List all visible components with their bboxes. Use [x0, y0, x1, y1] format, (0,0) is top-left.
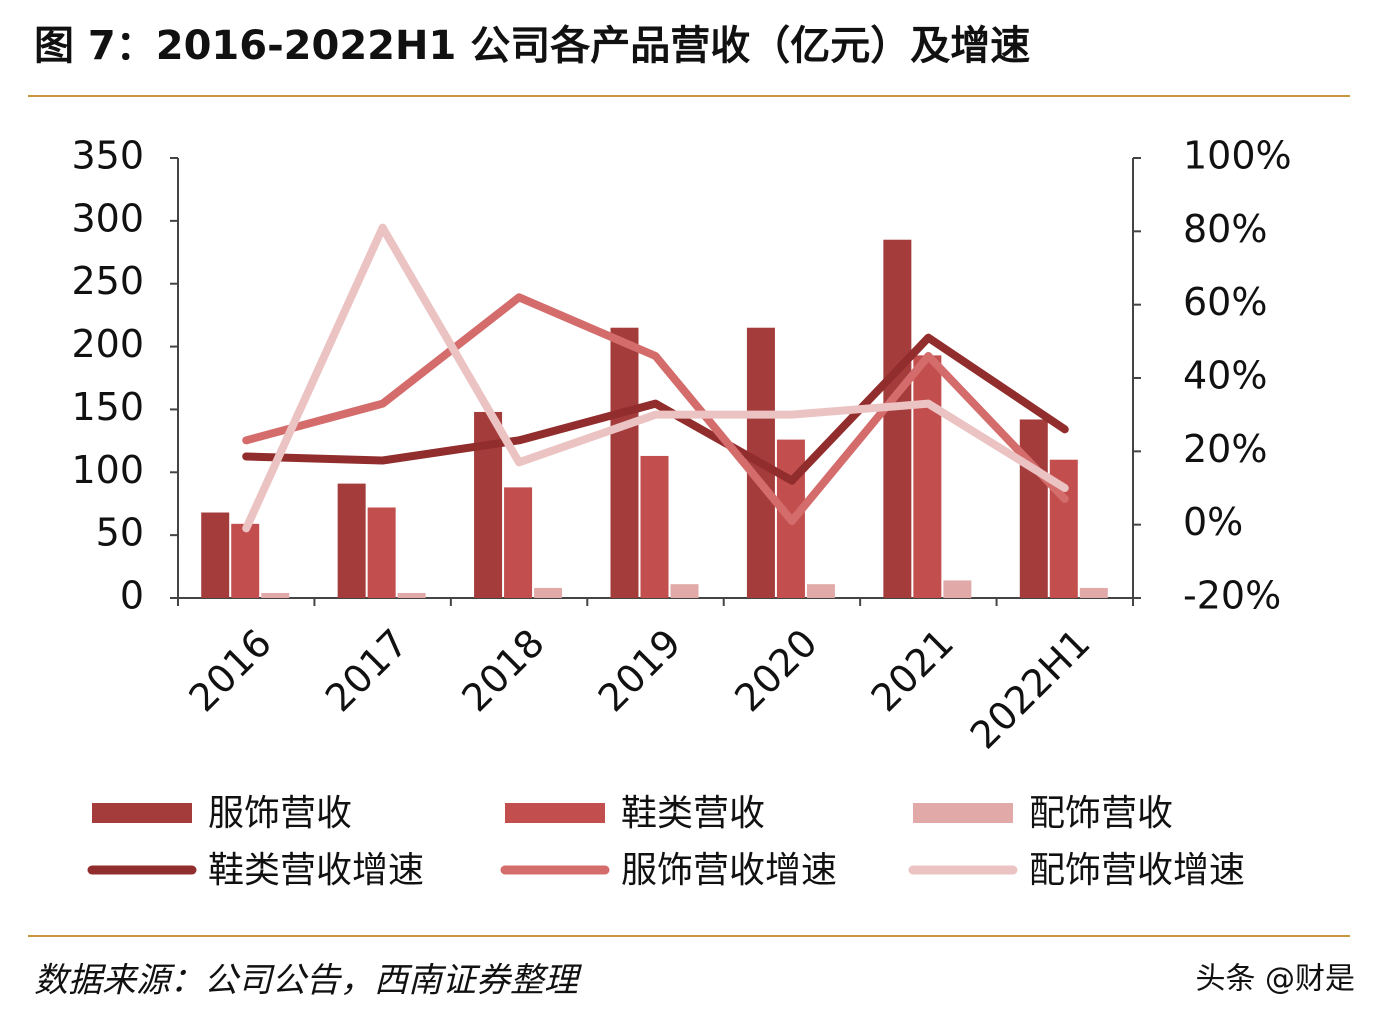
y2-tick-label: 0%	[1183, 500, 1243, 544]
legend-label: 配饰营收	[1029, 793, 1173, 834]
y-tick-label: 0	[120, 574, 144, 618]
x-tick-label: 2017	[317, 621, 417, 721]
y2-tick-label: 100%	[1183, 134, 1292, 178]
line	[242, 223, 1069, 533]
x-tick-label: 2018	[453, 621, 553, 721]
bar	[883, 239, 912, 598]
y2-tick-label: 40%	[1183, 354, 1267, 398]
legend-label: 服饰营收	[208, 793, 352, 834]
x-tick-label: 2022H1	[962, 621, 1099, 758]
bar	[504, 487, 533, 598]
x-tick-label: 2016	[180, 621, 280, 721]
bar	[1079, 587, 1108, 598]
bar	[534, 587, 563, 598]
y-tick-label: 100	[71, 448, 144, 492]
legend-swatch	[505, 803, 605, 823]
x-tick-label: 2019	[590, 621, 690, 721]
legend-swatch	[92, 803, 192, 823]
y2-tick-label: 60%	[1183, 280, 1267, 324]
bar	[943, 580, 972, 598]
watermark: 头条 @财是	[1195, 962, 1355, 997]
y2-tick-label: -20%	[1183, 574, 1281, 618]
legend-label: 服饰营收增速	[621, 850, 837, 891]
y-tick-label: 200	[71, 322, 144, 366]
legend-label: 配饰营收增速	[1029, 850, 1245, 891]
bar	[806, 584, 835, 598]
bar	[261, 592, 290, 598]
line	[242, 333, 1069, 485]
y-tick-label: 250	[71, 259, 144, 303]
bar	[1019, 419, 1048, 598]
legend-swatch	[913, 803, 1013, 823]
x-tick-label: 2021	[863, 621, 963, 721]
chart-title: 图 7：2016-2022H1 公司各产品营收（亿元）及增速	[34, 23, 1030, 69]
bar	[337, 483, 366, 598]
bar	[670, 584, 699, 598]
y-tick-label: 300	[71, 196, 144, 240]
y2-tick-label: 80%	[1183, 207, 1267, 251]
source: 数据来源：公司公告，西南证券整理	[34, 961, 582, 1001]
bar	[610, 327, 639, 598]
y2-tick-label: 20%	[1183, 427, 1267, 471]
y-tick-label: 50	[96, 511, 144, 555]
bar	[231, 523, 260, 598]
bar	[913, 355, 942, 598]
bar	[201, 512, 230, 598]
x-tick-label: 2020	[726, 621, 826, 721]
bar	[640, 455, 669, 598]
y-tick-label: 350	[71, 134, 144, 178]
bar	[397, 592, 426, 598]
legend-label: 鞋类营收增速	[208, 850, 424, 891]
bar	[367, 507, 396, 598]
legend-label: 鞋类营收	[621, 793, 765, 834]
y-tick-label: 150	[71, 385, 144, 429]
line	[242, 293, 1069, 525]
